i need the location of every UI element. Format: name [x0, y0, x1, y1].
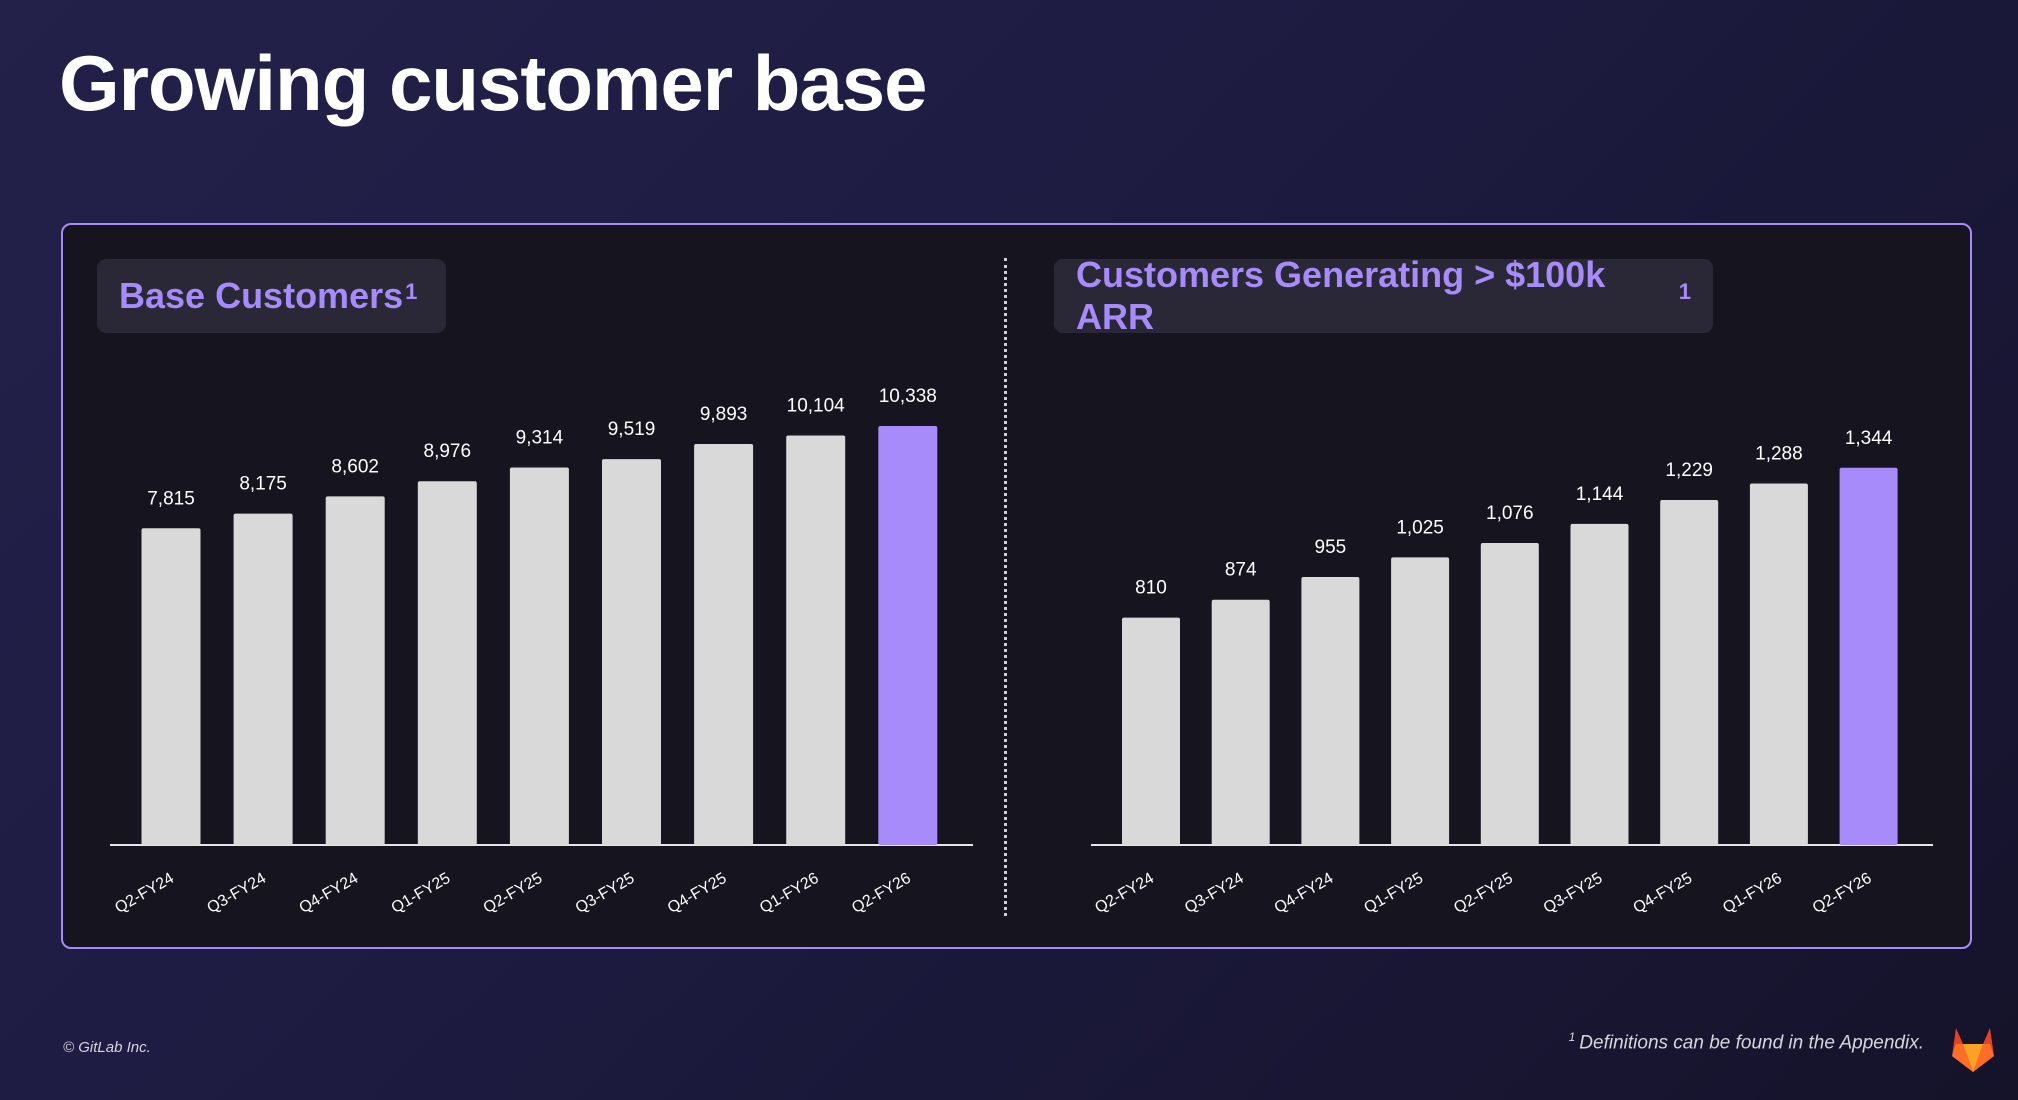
- data-label: 9,519: [608, 419, 656, 440]
- x-tick-label: Q2-FY24: [112, 870, 177, 917]
- data-label: 1,229: [1665, 460, 1713, 481]
- data-label: 9,893: [700, 404, 748, 425]
- data-label: 9,314: [516, 427, 564, 448]
- footnote-marker: 1: [1568, 1030, 1576, 1044]
- data-label: 10,338: [879, 386, 937, 407]
- data-label: 1,025: [1396, 517, 1444, 538]
- data-label: 8,175: [239, 474, 287, 495]
- x-tick-label: Q4-FY25: [1630, 870, 1695, 917]
- chart-title-footnote-marker: 1: [405, 279, 418, 304]
- x-tick-label: Q3-FY24: [204, 870, 269, 917]
- chart-title-100k-customers: Customers Generating > $100k ARR: [1076, 254, 1606, 337]
- chart-title-base-customers: Base Customers: [119, 275, 404, 316]
- x-tick-label: Q3-FY25: [1541, 870, 1606, 917]
- data-label: 810: [1135, 578, 1167, 599]
- gitlab-tanuki-icon: [1952, 1028, 1994, 1072]
- x-tick-label: Q4-FY25: [665, 870, 730, 917]
- x-tick-label: Q2-FY26: [1810, 870, 1875, 917]
- x-tick-label: Q3-FY24: [1182, 870, 1247, 917]
- footnote: 1 Definitions can be found in the Appendi…: [1569, 1030, 1924, 1054]
- x-tick-label: Q1-FY26: [757, 870, 822, 917]
- bar-q1-fy26: [1749, 483, 1808, 845]
- x-tick-label: Q2-FY24: [1092, 870, 1157, 917]
- data-label: 1,076: [1486, 503, 1534, 524]
- bar-q4-fy25: [694, 444, 754, 845]
- bar-q2-fy24: [141, 528, 201, 845]
- x-tick-label: Q2-FY26: [849, 870, 914, 917]
- bar-q4-fy24: [325, 496, 385, 845]
- bar-q3-fy25: [1570, 523, 1629, 845]
- data-label: 1,288: [1755, 444, 1803, 465]
- copyright-text: © GitLab Inc.: [63, 1039, 151, 1056]
- base-customers-chart: 7,815 Q2-FY24 8,175 Q3-FY24 8,602 Q4-FY24 8,97…: [110, 386, 973, 917]
- page-title: Growing customer base: [59, 39, 928, 127]
- data-label: 8,602: [331, 456, 379, 477]
- 100k-arr-customers-chart: 810 Q2-FY24 874 Q3-FY24 955 Q4-FY24 1,025 Q1-FY…: [1091, 428, 1933, 917]
- bar-q2-fy26: [1839, 467, 1898, 845]
- bar-q2-fy24: [1122, 617, 1180, 845]
- x-tick-label: Q1-FY25: [389, 870, 454, 917]
- x-tick-label: Q4-FY24: [1272, 870, 1337, 917]
- x-tick-label: Q1-FY25: [1361, 870, 1426, 917]
- chart-title-footnote-marker: 1: [1678, 279, 1691, 304]
- data-label: 955: [1315, 537, 1347, 558]
- bar-q1-fy26: [786, 435, 846, 845]
- bar-q2-fy25: [509, 467, 569, 845]
- bar-q2-fy26: [878, 425, 938, 845]
- x-tick-label: Q1-FY26: [1720, 870, 1785, 917]
- bar-q2-fy25: [1480, 543, 1539, 845]
- data-label: 1,144: [1576, 484, 1624, 505]
- bar-q1-fy25: [1391, 557, 1450, 845]
- bar-q3-fy25: [602, 459, 661, 845]
- x-tick-label: Q4-FY24: [296, 870, 361, 917]
- bar-q4-fy24: [1301, 576, 1360, 845]
- x-tick-label: Q3-FY25: [573, 870, 638, 917]
- chart-header-100k-customers: Customers Generating > $100k ARR 1: [1054, 254, 1713, 337]
- bar-q3-fy24: [1211, 599, 1270, 845]
- x-tick-label: Q2-FY25: [481, 870, 546, 917]
- chart-divider: [1004, 258, 1007, 916]
- footnote-text: Definitions can be found in the Appendix…: [1579, 1032, 1924, 1054]
- data-label: 8,976: [424, 441, 472, 462]
- chart-header-base-customers: Base Customers 1: [97, 259, 446, 333]
- bar-q3-fy24: [233, 513, 293, 845]
- data-label: 1,344: [1845, 428, 1893, 449]
- data-label: 10,104: [787, 395, 846, 416]
- data-label: 874: [1225, 560, 1257, 581]
- data-label: 7,815: [147, 488, 195, 509]
- x-tick-label: Q2-FY25: [1451, 870, 1516, 917]
- bar-q4-fy25: [1660, 500, 1719, 845]
- bar-q1-fy25: [417, 481, 477, 845]
